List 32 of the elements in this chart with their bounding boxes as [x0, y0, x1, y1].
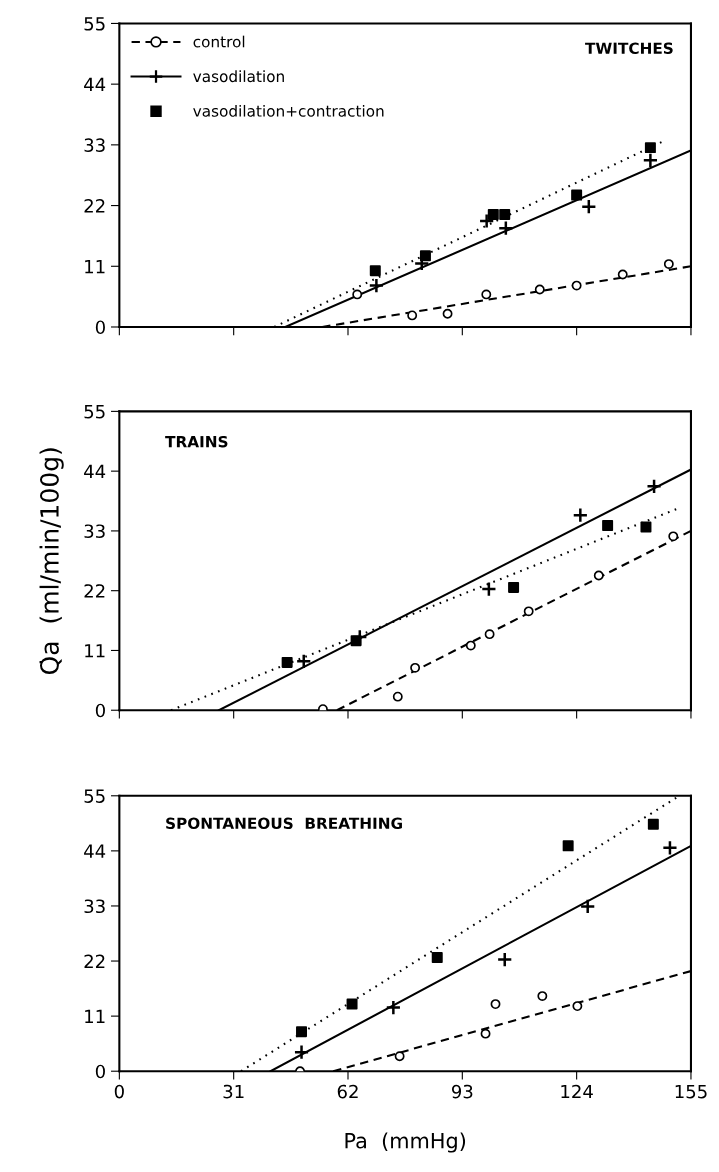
text: SPONTANEOUS BREATHING	[166, 817, 402, 830]
y-axis-title: Q̇a (ml/min/100g)	[39, 448, 64, 675]
x-axis-title: Pa (mmHg)	[345, 1132, 466, 1153]
y-tick-label: 44	[84, 844, 106, 858]
y-tick-label: 0	[95, 320, 105, 335]
y-tick-label: 44	[84, 77, 106, 92]
y-tick-label: 44	[84, 464, 106, 478]
y-tick-label: 22	[84, 954, 105, 968]
y-tick-label: 33	[84, 899, 105, 914]
y-tick-label: 11	[85, 259, 105, 274]
legend-label: vasodilation	[193, 70, 284, 83]
y-tick-label: 22	[84, 199, 105, 213]
x-tick-label: 155	[675, 1084, 707, 1099]
y-tick-label: 33	[84, 138, 105, 152]
x-tick-label: 0	[114, 1084, 124, 1099]
y-tick-label: 55	[84, 405, 105, 419]
y-tick-label: 55	[84, 17, 105, 31]
x-tick-label: 93	[451, 1084, 473, 1099]
y-tick-label: 0	[95, 703, 105, 718]
text: TRAINS	[165, 435, 228, 448]
x-tick-label: 124	[561, 1084, 593, 1099]
y-tick-label: 33	[84, 524, 105, 539]
y-tick-label: 55	[84, 789, 105, 803]
x-tick-label: 62	[337, 1084, 358, 1099]
text: TWITCHES	[585, 42, 673, 55]
y-tick-label: 11	[85, 644, 105, 658]
legend-label: vasodilation+contraction	[193, 104, 384, 117]
legend-label: control	[193, 35, 245, 48]
y-tick-label: 0	[95, 1064, 105, 1079]
y-tick-label: 22	[84, 584, 105, 598]
y-tick-label: 11	[85, 1009, 105, 1023]
x-tick-label: 31	[223, 1084, 244, 1099]
